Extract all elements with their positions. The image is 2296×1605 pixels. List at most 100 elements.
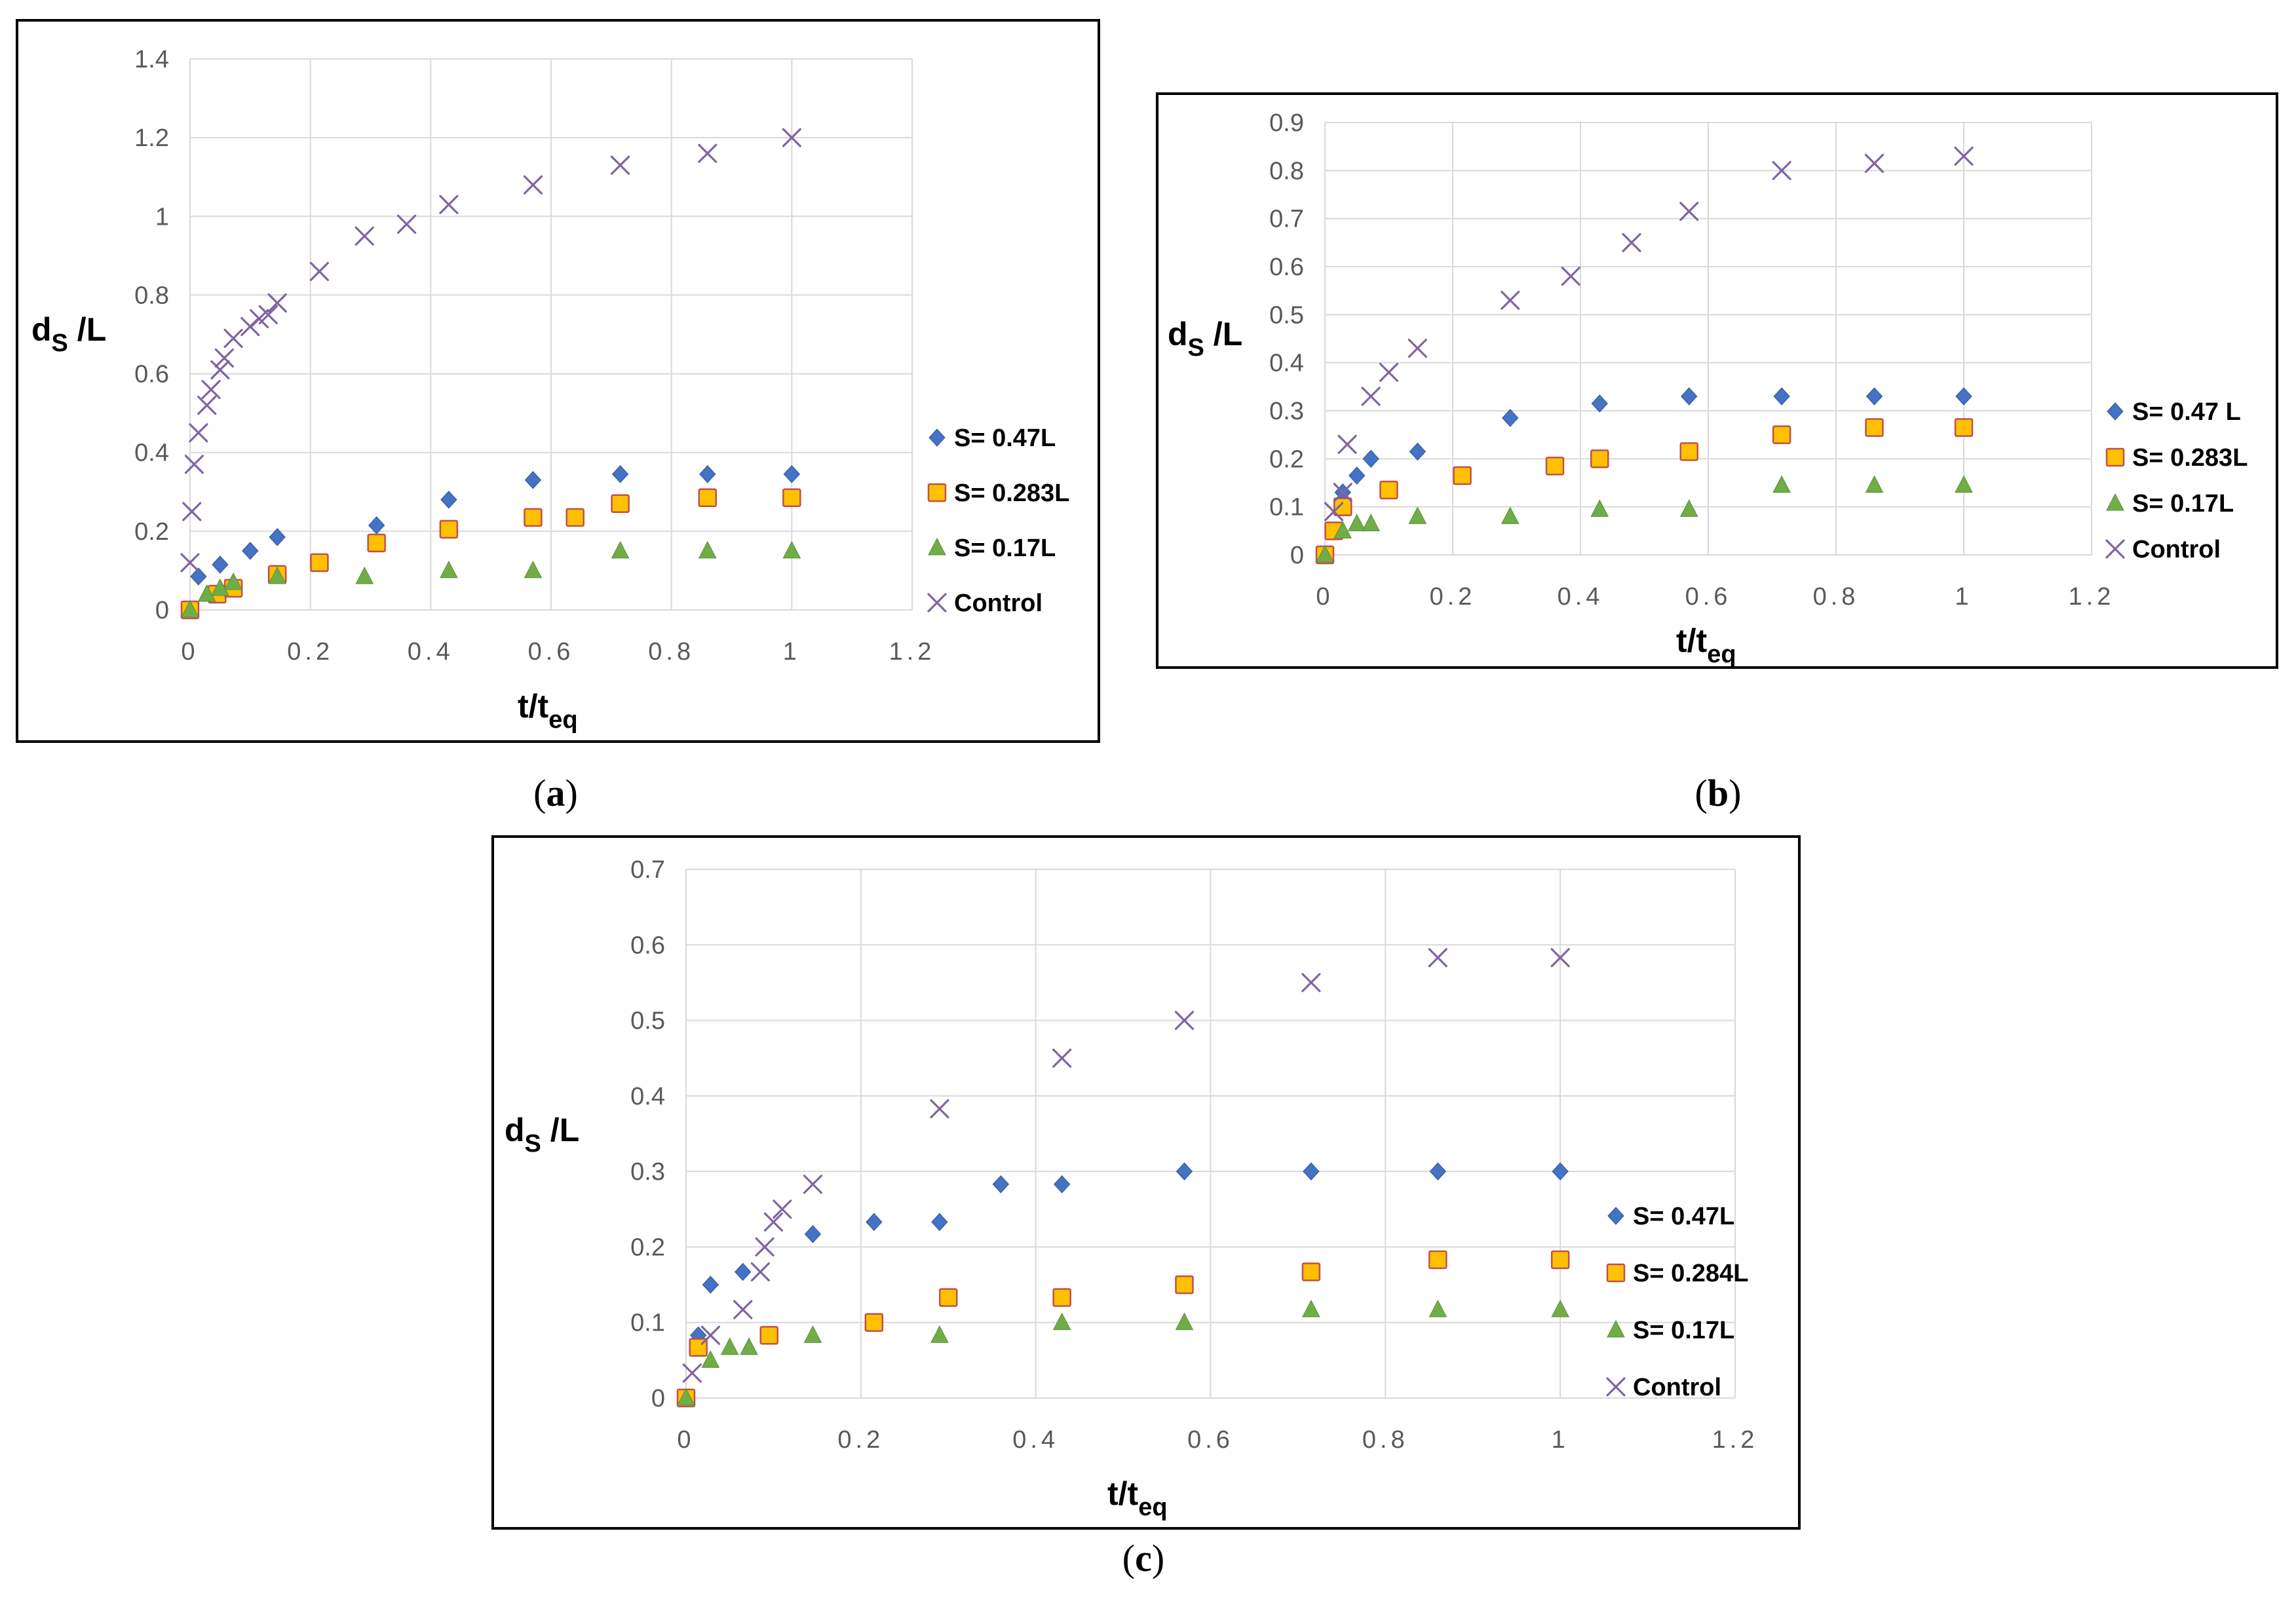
- data-point-cross: [698, 143, 718, 163]
- data-point-square: [864, 1313, 884, 1332]
- y-tick-label: 1.4: [134, 46, 169, 73]
- legend-label: S= 0.17L: [2132, 490, 2234, 518]
- y-tick-label: 0.6: [1269, 254, 1304, 281]
- series-triangle: [1316, 475, 1973, 563]
- data-point-square: [1379, 480, 1398, 500]
- legend-label: S= 0.17L: [954, 535, 1056, 562]
- data-point-triangle: [1362, 514, 1381, 531]
- legend-label: S= 0.47L: [1633, 1203, 1734, 1230]
- data-point-triangle: [440, 560, 458, 578]
- data-point-square: [524, 508, 543, 527]
- data-point-cross: [523, 175, 543, 195]
- data-point-square: [310, 553, 329, 573]
- x-tick-label: 0.2: [837, 1426, 884, 1454]
- data-point-triangle: [1865, 475, 1884, 493]
- data-point-triangle: [1316, 544, 1334, 563]
- x-tick-label: 0.4: [1558, 583, 1604, 611]
- data-point-cross: [223, 328, 243, 349]
- x-axis-label: t/teq: [1107, 1475, 1168, 1521]
- legend-label: S= 0.47L: [954, 425, 1056, 452]
- data-point-cross: [250, 309, 269, 329]
- legend-label: S= 0.283L: [954, 480, 1069, 507]
- data-point-square: [939, 1288, 958, 1307]
- y-tick-label: 0: [1290, 542, 1304, 569]
- data-point-triangle: [1302, 1300, 1320, 1317]
- data-point-cross: [184, 455, 204, 474]
- y-tick-label: 0: [651, 1385, 665, 1412]
- y-tick-label: 0.4: [134, 440, 169, 467]
- y-tick-label: 0.4: [630, 1083, 665, 1110]
- data-point-cross: [354, 226, 374, 246]
- data-point-diamond: [992, 1175, 1009, 1194]
- y-tick-label: 0.5: [630, 1008, 665, 1035]
- series-square: [676, 1250, 1570, 1408]
- series-triangle: [181, 540, 801, 618]
- legend-marker-square: [927, 483, 947, 502]
- data-point-cross: [210, 360, 230, 380]
- data-point-square: [1453, 466, 1472, 485]
- data-point-diamond: [699, 465, 716, 483]
- data-point-diamond: [702, 1275, 719, 1294]
- legend-marker-diamond: [2107, 402, 2124, 421]
- legend-label: Control: [954, 590, 1043, 617]
- data-point-square: [1679, 442, 1698, 461]
- legend-marker-triangle: [2106, 493, 2124, 511]
- x-tick-label: 1: [783, 638, 801, 666]
- data-point-triangle: [268, 566, 286, 584]
- series-cross: [682, 948, 1570, 1383]
- data-point-triangle: [1428, 1300, 1447, 1317]
- data-point-triangle: [1347, 514, 1366, 531]
- legend-label: S= 0.47 L: [2132, 398, 2241, 426]
- data-point-cross: [1501, 290, 1520, 310]
- data-point-square: [1590, 449, 1609, 468]
- y-tick-label: 0.2: [630, 1234, 665, 1261]
- data-point-cross: [214, 348, 234, 368]
- data-point-cross: [1407, 339, 1427, 358]
- data-point-cross: [267, 293, 287, 313]
- x-tick-label: 0.8: [1813, 583, 1860, 611]
- data-point-cross: [1622, 233, 1641, 252]
- data-point-triangle: [1175, 1312, 1194, 1331]
- data-point-diamond: [1552, 1162, 1569, 1180]
- data-point-square: [1333, 497, 1352, 516]
- data-point-square: [367, 533, 386, 553]
- data-point-cross: [397, 214, 417, 234]
- data-point-cross: [733, 1300, 753, 1319]
- chart-frame: [16, 19, 1100, 743]
- legend-marker-diamond: [928, 428, 946, 447]
- legend: S= 0.47L S= 0.283L S= 0.17L Control: [927, 425, 1069, 617]
- x-axis-label: t/teq: [518, 688, 578, 734]
- data-point-diamond: [1303, 1162, 1320, 1180]
- data-point-triangle: [930, 1325, 949, 1343]
- y-tick-label: 0: [155, 597, 169, 624]
- data-point-diamond: [1429, 1162, 1447, 1180]
- y-axis-label: dS /L: [1168, 316, 1242, 362]
- x-tick-label: 0.8: [1362, 1426, 1409, 1454]
- chart-frame: [1156, 92, 2278, 669]
- y-axis-label: dS /L: [31, 311, 106, 357]
- panel-caption: (c): [1122, 1537, 1164, 1579]
- x-axis-label: t/teq: [1676, 622, 1736, 668]
- data-point-diamond: [1409, 442, 1426, 461]
- data-point-triangle: [701, 1350, 720, 1368]
- data-point-triangle: [1679, 499, 1698, 517]
- data-point-diamond: [440, 491, 457, 509]
- data-point-cross: [1361, 387, 1381, 406]
- data-point-triangle: [355, 566, 374, 584]
- y-tick-label: 0.1: [1269, 494, 1304, 521]
- data-point-triangle: [1551, 1300, 1569, 1317]
- x-tick-label: 0.2: [287, 638, 334, 666]
- data-point-cross: [1337, 434, 1357, 454]
- data-point-cross: [1324, 502, 1344, 521]
- data-point-square: [1545, 457, 1565, 476]
- x-tick-label: 1.2: [1712, 1426, 1759, 1454]
- data-point-diamond: [931, 1213, 948, 1232]
- data-point-triangle: [224, 572, 242, 590]
- data-point-cross: [1679, 202, 1699, 221]
- series-cross: [180, 128, 801, 573]
- data-point-cross: [763, 1212, 784, 1232]
- data-point-square: [1954, 418, 1974, 437]
- data-point-square: [698, 488, 718, 508]
- data-point-diamond: [783, 465, 801, 483]
- x-tick-label: 0.4: [408, 638, 454, 666]
